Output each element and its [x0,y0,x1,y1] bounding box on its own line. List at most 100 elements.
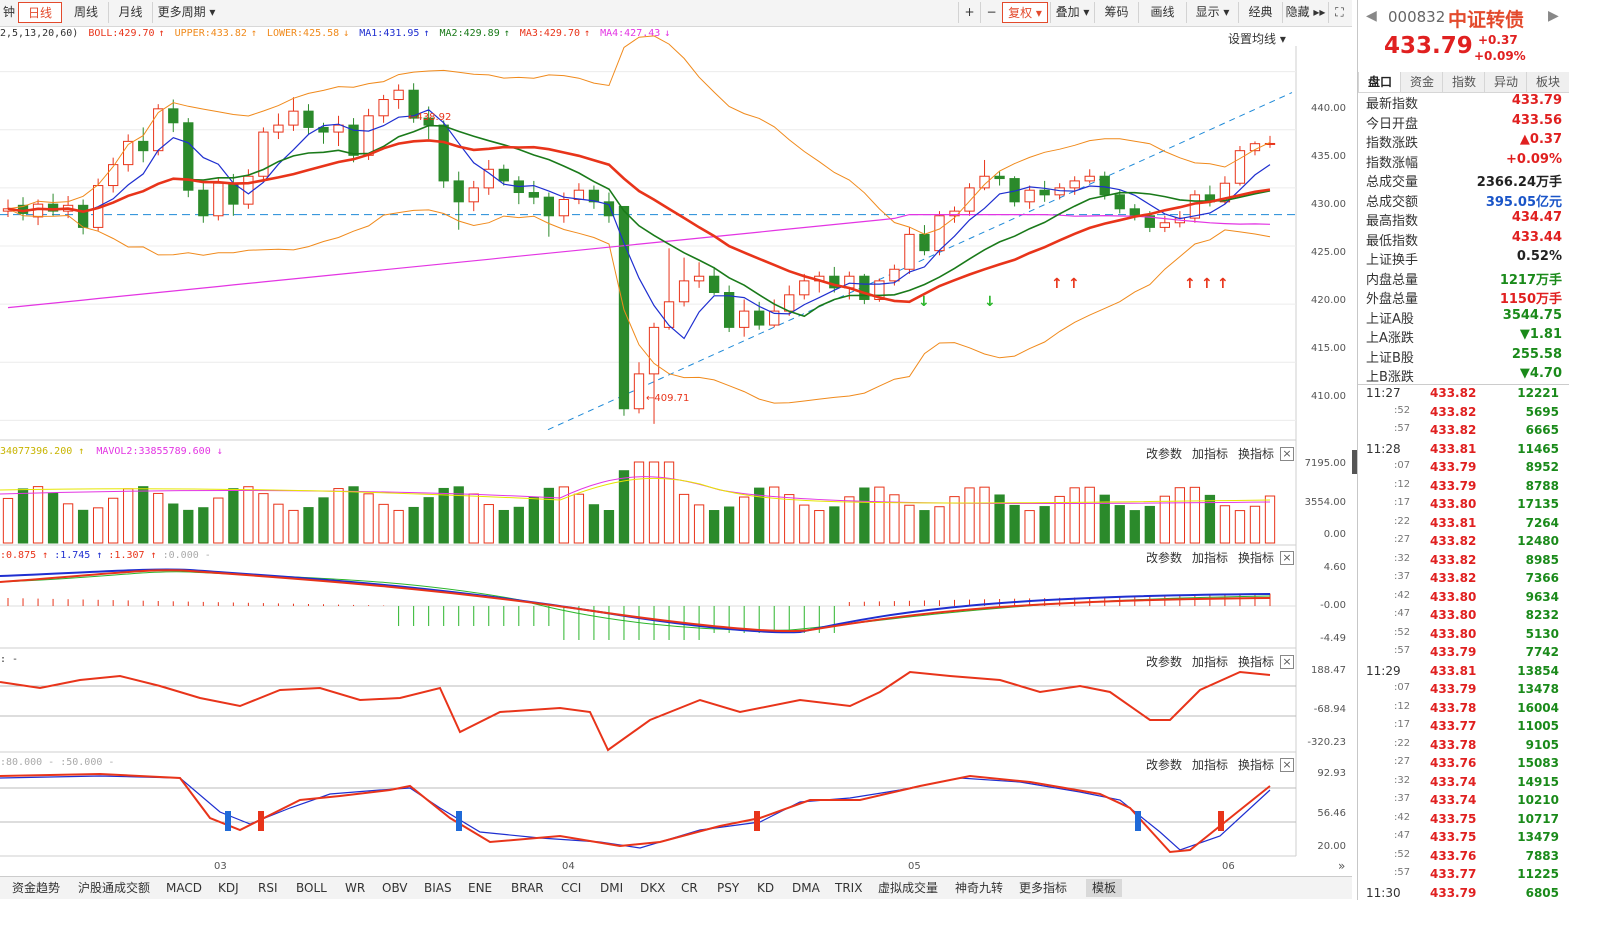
draw-line-button[interactable]: 画线 [1138,2,1186,23]
tab-hsgt-volume[interactable]: 沪股通成交额 [78,881,151,895]
overlay-dropdown[interactable]: 叠加 ▾ [1050,2,1094,23]
tab-bias[interactable]: BIAS [424,881,452,895]
tick-time: :22 [1394,515,1411,527]
forward-arrow-icon[interactable]: ▶ [1548,8,1559,24]
kdj-axis-label: 92.93 [1317,768,1346,779]
tab-trix[interactable]: TRIX [835,881,863,895]
volume-bar [1069,487,1080,544]
candle-body [859,275,870,300]
tab-dkx[interactable]: DKX [640,881,666,895]
tab-abnormal[interactable]: 异动 [1484,72,1527,92]
candle-body [648,326,660,375]
tab-rsi[interactable]: RSI [258,881,278,895]
mavol2-line [0,476,1271,505]
macd-label: :1.307 ↑ [108,550,157,561]
edit-params-button[interactable]: 改参数 [1146,447,1183,461]
add-indicator-button[interactable]: 加指标 [1192,447,1229,461]
add-indicator-button[interactable]: 加指标 [1192,551,1229,565]
fullscreen-icon[interactable]: ⛶ [1328,2,1350,23]
kdj-cross-marker [225,811,231,831]
tab-fund-trend[interactable]: 资金趋势 [12,881,61,895]
tab-template[interactable]: 模板 [1086,879,1123,897]
close-pane-icon[interactable]: × [1280,551,1294,565]
close-pane-icon[interactable]: × [1280,447,1294,461]
adjust-dropdown[interactable]: 复权 ▾ [1002,2,1048,23]
chart-canvas[interactable]: ↑ ↑ ↑ ↑ ↑↓ ↓ [0,0,1352,876]
edit-params-button[interactable]: 改参数 [1146,655,1183,669]
tab-order-book[interactable]: 盘口 [1358,72,1401,92]
add-indicator-button[interactable]: 加指标 [1192,655,1229,669]
tick-row: :17 433.80 17135 [1358,497,1569,515]
tick-price: 433.79 [1430,885,1477,900]
back-arrow-icon[interactable]: ◀ [1366,8,1377,24]
tick-volume: 8788 [1525,478,1559,493]
period-month-button[interactable]: 月线 [108,2,152,23]
tab-cr[interactable]: CR [681,881,698,895]
tab-kd[interactable]: KD [757,881,775,895]
tick-row: :47 433.75 13479 [1358,830,1569,848]
volume-bar [693,504,705,544]
tab-kdj[interactable]: KDJ [218,881,239,895]
hide-panel-button[interactable]: 隐藏 ▸▸ [1282,2,1328,23]
volume-bar [588,504,600,544]
tab-macd[interactable]: MACD [166,881,202,895]
tick-price: 433.78 [1430,700,1477,715]
scroll-right-icon[interactable]: » [1338,859,1346,873]
volume-bar [1114,505,1125,544]
stat-label: 指数涨幅 [1366,155,1419,171]
tab-brar[interactable]: BRAR [511,881,544,895]
kdj-axis-label: 56.46 [1317,808,1346,819]
switch-indicator-button[interactable]: 换指标 [1238,551,1275,565]
tab-obv[interactable]: OBV [382,881,408,895]
candle-body [708,275,720,294]
tick-row: 11:30 433.79 6805 [1358,886,1569,904]
tab-boll[interactable]: BOLL [296,881,327,895]
candle-body [1069,180,1080,189]
tab-cci[interactable]: CCI [561,881,582,895]
tab-capital[interactable]: 资金 [1400,72,1443,92]
tick-row: :22 433.81 7264 [1358,516,1569,534]
volume-bar [258,493,269,544]
quote-tabs [1358,72,1569,93]
display-dropdown[interactable]: 显示 ▾ [1186,2,1238,23]
edit-params-button[interactable]: 改参数 [1146,551,1183,565]
switch-indicator-button[interactable]: 换指标 [1238,655,1275,669]
add-indicator-button[interactable]: 加指标 [1192,758,1229,772]
set-ma-button[interactable]: 设置均线 ▾ [1228,32,1286,46]
classic-button[interactable]: 经典 [1238,2,1282,23]
chips-button[interactable]: 筹码 [1094,2,1138,23]
period-week-button[interactable]: 周线 [73,5,98,19]
tab-magic-nine[interactable]: 神奇九转 [955,881,1004,895]
period-minute-button[interactable]: 钟 [2,5,15,19]
x-axis-label: 04 [562,861,575,872]
close-pane-icon[interactable]: × [1280,655,1294,669]
tab-dmi[interactable]: DMI [600,881,624,895]
more-periods-dropdown[interactable]: 更多周期 ▾ [152,2,220,23]
volume-bar [318,497,329,544]
tab-dma[interactable]: DMA [792,881,820,895]
zoom-out-button[interactable]: − [980,2,1002,23]
volume-bar [829,506,840,544]
tab-psy[interactable]: PSY [717,881,740,895]
edit-params-button[interactable]: 改参数 [1146,758,1183,772]
tab-virtual-volume[interactable]: 虚拟成交量 [878,881,939,895]
close-pane-icon[interactable]: × [1280,758,1294,772]
zoom-in-button[interactable]: + [958,2,980,23]
volume-bar [513,506,524,544]
tick-time: 11:27 [1366,386,1401,400]
x-axis-label: 05 [908,861,921,872]
tab-sector[interactable]: 板块 [1526,72,1569,92]
tab-index[interactable]: 指数 [1442,72,1485,92]
tab-wr[interactable]: WR [345,881,366,895]
switch-indicator-button[interactable]: 换指标 [1238,447,1275,461]
stat-row: 外盘总量 1150万手 [1366,288,1566,307]
switch-indicator-button[interactable]: 换指标 [1238,758,1275,772]
stat-value: 433.56 [1511,112,1562,128]
volume-bar [708,510,720,544]
period-day-button[interactable]: 日线 [18,2,62,23]
panel-collapse-handle[interactable] [1352,450,1357,474]
tick-time: :47 [1394,608,1411,619]
tab-ene[interactable]: ENE [468,881,493,895]
kline-chart-area[interactable]: 钟 日线 周线 月线 更多周期 ▾ + − 复权 ▾ 叠加 ▾ 筹码 画线 显示… [0,0,1352,900]
tab-more-indicators[interactable]: 更多指标 [1019,881,1068,895]
